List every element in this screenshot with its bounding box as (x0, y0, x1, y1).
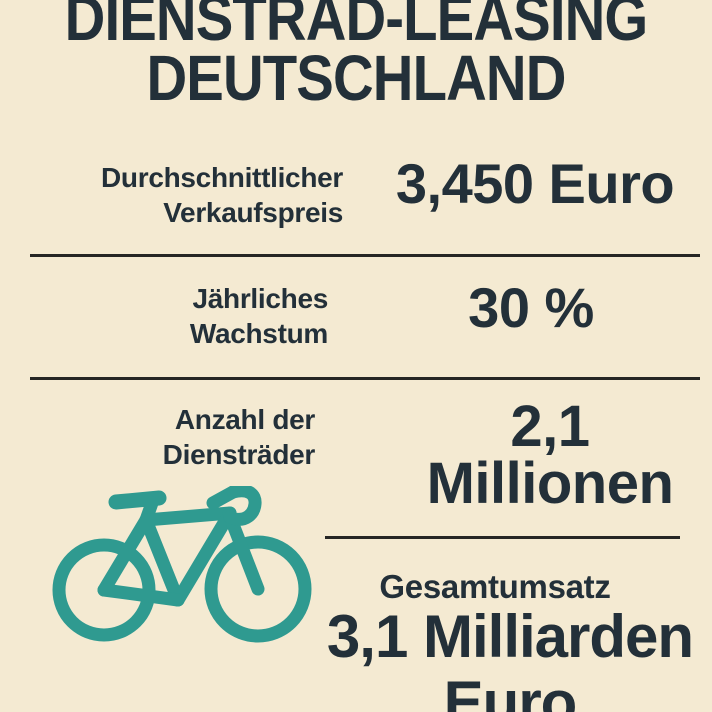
stat-value-total-revenue-line1: 3,1 Milliarden (326, 603, 694, 670)
stat-value-total-revenue: 3,1 Milliarden Euro (320, 604, 700, 712)
stat-value-average-price: 3,450 Euro (395, 152, 675, 215)
divider (30, 377, 700, 380)
stat-value-annual-growth: 30 % (468, 276, 594, 339)
stat-label-average-price-line2: Verkaufspreis (163, 197, 343, 228)
stat-label-average-price-line1: Durchschnittlicher (101, 162, 343, 193)
title-line1: DIENSTRAD-LEASING (64, 0, 649, 54)
stat-value-total-revenue-line2: Euro (443, 669, 578, 712)
title-line2: DEUTSCHLAND (146, 42, 567, 114)
stat-label-annual-growth: Jährliches Wachstum (190, 281, 328, 351)
divider (325, 536, 680, 539)
stat-label-total-revenue: Gesamtumsatz (379, 568, 611, 605)
stat-label-bike-count-line1: Anzahl der (174, 404, 315, 435)
stat-value-bike-count-line2: Millionen (426, 451, 674, 516)
stat-label-average-price: Durchschnittlicher Verkaufspreis (101, 160, 343, 230)
stat-value-bike-count-line1: 2,1 (510, 394, 590, 459)
bicycle-icon (52, 486, 312, 643)
page-title: DIENSTRAD-LEASING DEUTSCHLAND (43, 0, 670, 114)
divider (30, 254, 700, 257)
stat-label-bike-count-line2: Diensträder (162, 439, 316, 470)
stat-value-bike-count: 2,1 Millionen (395, 394, 705, 516)
stat-label-annual-growth-line2: Wachstum (189, 318, 328, 349)
stat-label-annual-growth-line1: Jährliches (192, 283, 328, 314)
stat-label-bike-count: Anzahl der Diensträder (162, 402, 316, 472)
